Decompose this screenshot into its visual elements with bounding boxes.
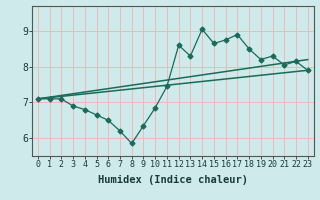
X-axis label: Humidex (Indice chaleur): Humidex (Indice chaleur) bbox=[98, 175, 248, 185]
